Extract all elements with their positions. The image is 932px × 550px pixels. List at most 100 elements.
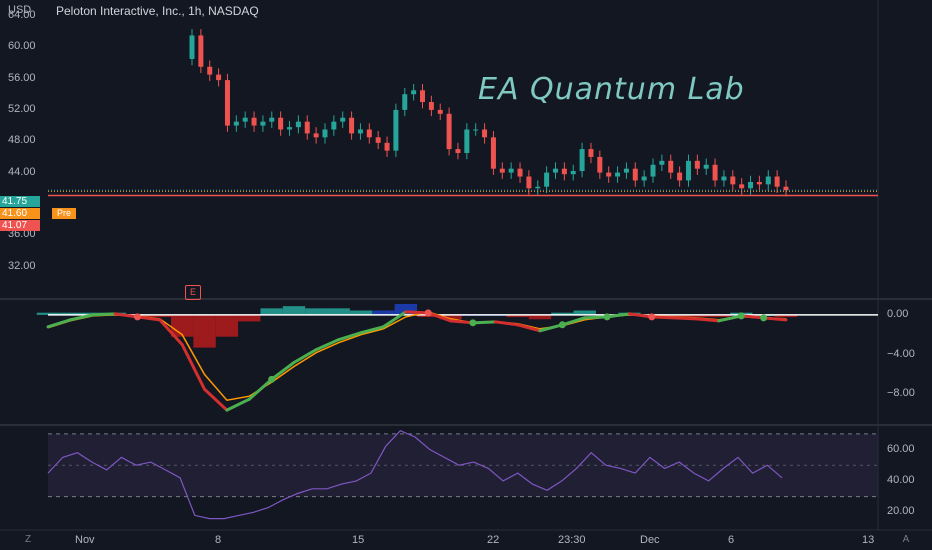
candle-body <box>278 117 284 130</box>
candle-body <box>703 164 709 169</box>
macd-histogram-bar <box>372 310 395 315</box>
macd-tick-label: 0.00 <box>887 307 909 320</box>
macd-line-segment <box>605 312 631 319</box>
rsi-line <box>47 429 783 520</box>
macd-histogram-bar <box>573 310 596 315</box>
candle-body <box>402 94 408 110</box>
macd-line-segment <box>113 312 139 319</box>
candle-body <box>650 164 656 177</box>
candle-body <box>499 168 505 173</box>
macd-histogram-bar <box>685 314 708 318</box>
candle-body <box>242 117 248 122</box>
candle-body <box>570 171 576 175</box>
candle-body <box>331 121 337 130</box>
time-tick-label: 15 <box>352 534 365 546</box>
candle-body <box>393 109 399 151</box>
candle-body <box>623 168 629 173</box>
candle-body <box>428 102 434 110</box>
macd-line-segment <box>359 325 385 335</box>
macd-cross-dot <box>469 319 477 327</box>
macd-line-segment <box>337 331 363 342</box>
candle-body <box>340 117 346 122</box>
candle-body <box>224 80 230 126</box>
candle-body <box>526 176 532 189</box>
candle-body <box>588 149 594 157</box>
price-tick-label: 60.00 <box>8 40 36 53</box>
candle-body <box>366 129 372 138</box>
macd-line-segment <box>247 377 274 401</box>
macd-histogram-bar <box>305 308 328 315</box>
candle-body <box>269 117 275 122</box>
macd-line-segment <box>381 310 408 329</box>
macd-histogram-bar <box>260 308 283 315</box>
macd-line-segment <box>560 316 587 327</box>
price-tick-label: 48.00 <box>8 134 36 147</box>
macd-tick-label: −8.00 <box>887 387 915 400</box>
candle-body <box>641 176 647 181</box>
macd-line-segment <box>538 323 564 333</box>
candle-body <box>411 90 417 95</box>
candle-body <box>357 129 363 134</box>
time-tick-label: 6 <box>728 534 735 546</box>
earnings-marker[interactable]: E <box>185 285 201 300</box>
pre-market-label: Pre <box>52 208 76 219</box>
candle-body <box>446 113 452 150</box>
macd-line-segment <box>203 387 229 412</box>
candle-body <box>260 121 266 126</box>
symbol-title[interactable]: Peloton Interactive, Inc., 1h, NASDAQ <box>56 4 259 18</box>
candle-body <box>304 121 310 134</box>
macd-cross-dot <box>558 321 566 329</box>
candle-body <box>659 160 665 165</box>
candle-body <box>748 182 754 189</box>
macd-histogram-bar <box>774 314 798 318</box>
time-tick-label: 8 <box>215 534 222 546</box>
candle-body <box>384 142 390 151</box>
macd-tick-label: −4.00 <box>887 347 915 360</box>
macd-histogram-bar <box>282 306 306 315</box>
candle-body <box>677 172 683 181</box>
candle-body <box>535 186 541 189</box>
candle-body <box>783 186 789 191</box>
candle-body <box>668 160 674 173</box>
macd-line-segment <box>270 360 296 381</box>
macd-line-segment <box>762 316 788 322</box>
candle-body <box>544 172 550 187</box>
macd-histogram-bar <box>394 303 417 315</box>
macd-line-segment <box>180 343 207 391</box>
price-tick-label: 52.00 <box>8 102 36 115</box>
candle-body <box>464 129 470 153</box>
macd-histogram-bar <box>148 314 171 318</box>
auto-scale-button[interactable]: A <box>902 534 910 545</box>
price-tick-label: 56.00 <box>8 71 36 84</box>
candle-body <box>207 66 213 75</box>
macd-line-segment <box>650 315 676 320</box>
candle-body <box>756 182 762 185</box>
macd-histogram-bar <box>327 308 350 315</box>
time-tick-label: 22 <box>487 534 500 546</box>
macd-histogram-bar <box>439 314 462 320</box>
zoom-button[interactable]: Z <box>24 534 32 545</box>
rsi-tick-label: 60.00 <box>887 442 915 455</box>
last-price-badge: 41.75 <box>0 196 40 207</box>
macd-histogram-bar <box>215 314 239 337</box>
macd-line-segment <box>314 338 341 352</box>
macd-cross-dot <box>648 313 656 321</box>
pre-price-badge: 41.60 <box>0 208 40 219</box>
candle-body <box>420 90 426 103</box>
candle-body <box>739 184 745 189</box>
macd-line-segment <box>739 314 766 320</box>
price-tick-label: 36.00 <box>8 228 36 241</box>
currency-label: USD <box>8 4 32 16</box>
macd-line-segment <box>292 348 318 364</box>
candle-body <box>313 133 319 138</box>
candle-body <box>251 117 257 126</box>
watermark-text: EA Quantum Lab <box>478 72 745 107</box>
macd-line-segment <box>516 323 542 333</box>
macd-line-segment <box>135 315 162 322</box>
time-tick-label: Nov <box>75 534 95 546</box>
candle-body <box>189 35 195 59</box>
macd-cross-dot <box>760 314 768 322</box>
macd-cross-dot <box>268 375 276 383</box>
candle-body <box>482 129 488 138</box>
